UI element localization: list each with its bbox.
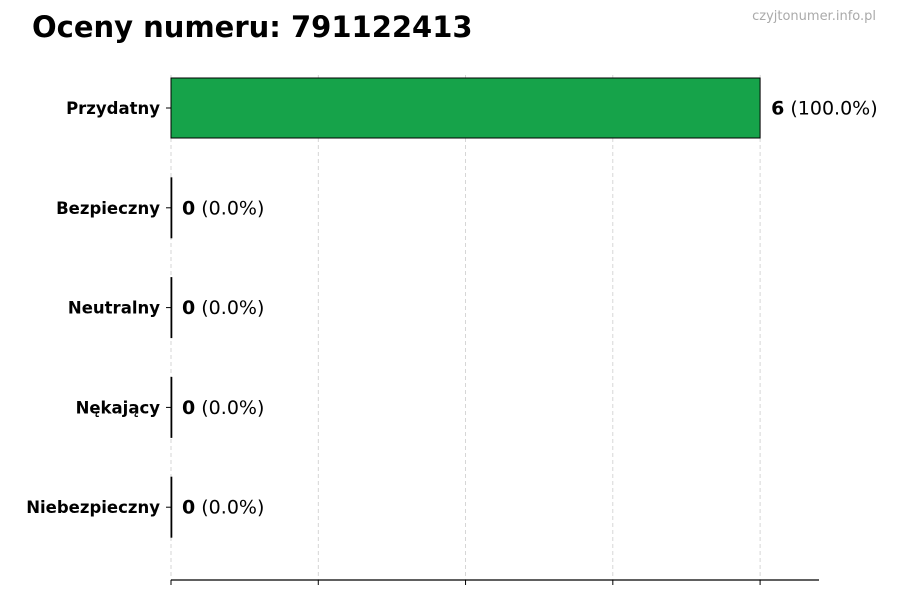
data-label-percent: (0.0%) [195,397,264,419]
data-label: 6 (100.0%) [771,98,878,120]
data-label-percent: (0.0%) [195,297,264,319]
chart-title: Oceny numeru: 791122413 [32,10,473,44]
category-label: Neutralny [68,299,160,318]
category-label: Nękający [76,398,161,417]
data-label-percent: (0.0%) [195,197,264,219]
bar [170,277,173,339]
data-label: 0 (0.0%) [182,397,264,419]
bar [170,476,173,538]
watermark: czyjtonumer.info.pl [752,9,876,24]
bar [170,77,761,139]
data-label-percent: (100.0%) [784,98,877,120]
data-label: 0 (0.0%) [182,197,264,219]
data-label-count: 6 [771,98,784,120]
data-label-percent: (0.0%) [195,497,264,519]
bar [170,177,173,239]
category-label: Bezpieczny [56,199,160,218]
data-label-count: 0 [182,297,195,319]
category-label: Przydatny [66,99,160,118]
bar [170,376,173,438]
data-label-count: 0 [182,497,195,519]
data-label: 0 (0.0%) [182,497,264,519]
category-label: Niebezpieczny [26,498,160,517]
data-label-count: 0 [182,197,195,219]
data-label-count: 0 [182,397,195,419]
data-label: 0 (0.0%) [182,297,264,319]
